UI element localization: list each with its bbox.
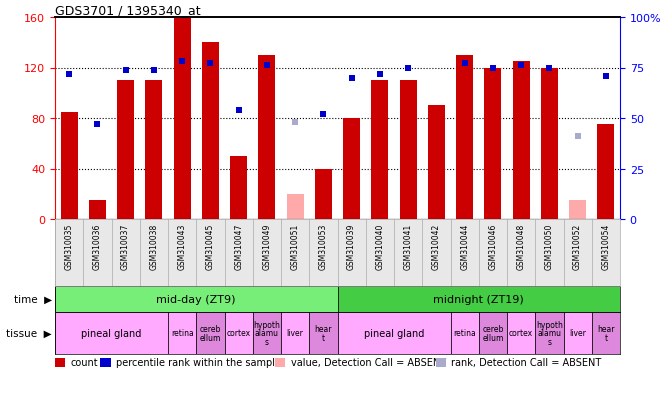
Bar: [428, 106, 445, 219]
Text: percentile rank within the sample: percentile rank within the sample: [116, 357, 281, 368]
Text: GSM310038: GSM310038: [149, 223, 158, 269]
Text: cereb
ellum: cereb ellum: [200, 325, 221, 342]
Text: retina: retina: [453, 329, 476, 338]
Text: GSM310036: GSM310036: [93, 223, 102, 269]
Bar: [478, 312, 507, 354]
Bar: [400, 81, 416, 219]
Text: midnight (ZT19): midnight (ZT19): [434, 294, 524, 304]
Text: retina: retina: [171, 329, 193, 338]
Text: GSM310046: GSM310046: [488, 223, 498, 269]
Bar: [315, 169, 332, 219]
Text: tissue  ▶: tissue ▶: [6, 328, 51, 338]
Bar: [224, 312, 253, 354]
Bar: [569, 201, 586, 219]
Bar: [372, 81, 388, 219]
Text: cereb
ellum: cereb ellum: [482, 325, 504, 342]
Text: GSM310053: GSM310053: [319, 223, 328, 269]
Text: GSM310044: GSM310044: [460, 223, 469, 269]
Bar: [484, 68, 502, 219]
Text: pineal gland: pineal gland: [364, 328, 424, 338]
Bar: [55, 312, 168, 354]
Text: GSM310041: GSM310041: [404, 223, 412, 269]
Text: GSM310048: GSM310048: [517, 223, 525, 269]
Bar: [168, 312, 196, 354]
Text: value, Detection Call = ABSENT: value, Detection Call = ABSENT: [290, 357, 446, 368]
Bar: [337, 286, 620, 312]
Bar: [456, 56, 473, 219]
Text: hypoth
alamu
s: hypoth alamu s: [536, 320, 563, 346]
Text: GSM310051: GSM310051: [290, 223, 300, 269]
Bar: [541, 68, 558, 219]
Text: GSM310054: GSM310054: [601, 223, 610, 269]
Bar: [61, 112, 78, 219]
Bar: [597, 125, 614, 219]
Bar: [196, 312, 224, 354]
Bar: [451, 312, 478, 354]
Text: GSM310047: GSM310047: [234, 223, 243, 269]
Text: GSM310049: GSM310049: [263, 223, 271, 269]
Text: hear
t: hear t: [315, 325, 332, 342]
Bar: [174, 18, 191, 219]
Text: liver: liver: [286, 329, 304, 338]
Text: GSM310050: GSM310050: [545, 223, 554, 269]
Bar: [230, 157, 247, 219]
Text: pineal gland: pineal gland: [81, 328, 142, 338]
Text: cortex: cortex: [509, 329, 533, 338]
Bar: [337, 312, 451, 354]
Bar: [535, 312, 564, 354]
Text: count: count: [71, 357, 98, 368]
Bar: [286, 194, 304, 219]
Bar: [281, 312, 310, 354]
Text: GSM310039: GSM310039: [347, 223, 356, 269]
Text: cortex: cortex: [226, 329, 251, 338]
Bar: [253, 312, 281, 354]
Text: GSM310052: GSM310052: [573, 223, 582, 269]
Bar: [145, 81, 162, 219]
Text: hypoth
alamu
s: hypoth alamu s: [253, 320, 280, 346]
Bar: [259, 56, 275, 219]
Text: time  ▶: time ▶: [14, 294, 51, 304]
Text: GDS3701 / 1395340_at: GDS3701 / 1395340_at: [55, 4, 201, 17]
Text: GSM310043: GSM310043: [178, 223, 187, 269]
Text: mid-day (ZT9): mid-day (ZT9): [156, 294, 236, 304]
Text: GSM310037: GSM310037: [121, 223, 130, 269]
Text: rank, Detection Call = ABSENT: rank, Detection Call = ABSENT: [451, 357, 602, 368]
Bar: [507, 312, 535, 354]
Bar: [89, 201, 106, 219]
Text: GSM310035: GSM310035: [65, 223, 74, 269]
Bar: [592, 312, 620, 354]
Bar: [513, 62, 529, 219]
Bar: [310, 312, 337, 354]
Bar: [564, 312, 592, 354]
Bar: [55, 286, 337, 312]
Text: GSM310040: GSM310040: [376, 223, 384, 269]
Bar: [202, 43, 219, 219]
Text: liver: liver: [569, 329, 586, 338]
Bar: [343, 119, 360, 219]
Text: GSM310045: GSM310045: [206, 223, 215, 269]
Bar: [117, 81, 134, 219]
Text: GSM310042: GSM310042: [432, 223, 441, 269]
Text: hear
t: hear t: [597, 325, 614, 342]
